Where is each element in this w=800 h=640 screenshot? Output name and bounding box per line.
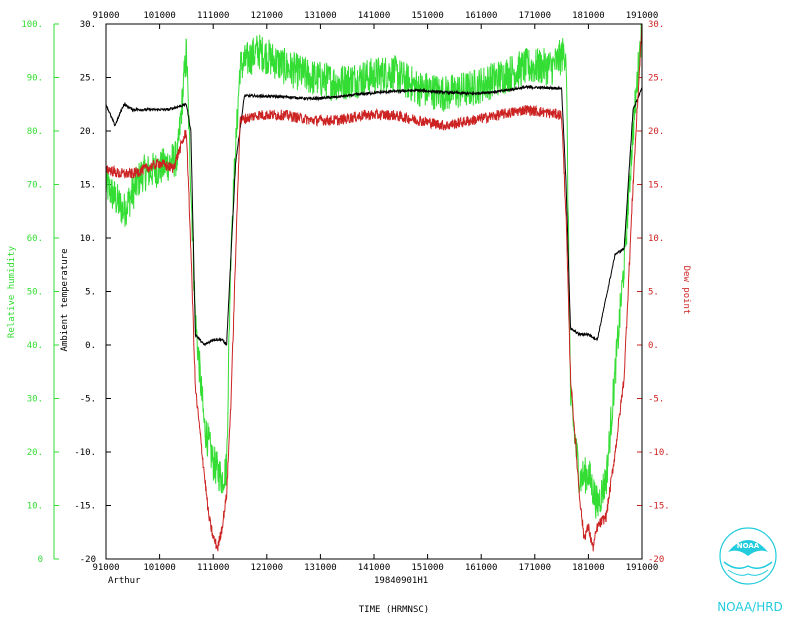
dew-tick-label: 20. (648, 127, 664, 137)
rh-tick-label: 90. (27, 74, 43, 84)
x-tick-label: 171000 (519, 563, 552, 573)
x-tick-label: 101000 (143, 563, 176, 573)
x-tick-label-top: 101000 (143, 11, 176, 21)
series-line-dew (105, 23, 643, 552)
x-axis-label: TIME (HRMNSC) (359, 605, 429, 615)
x-tick-label-top: 141000 (358, 11, 391, 21)
plot-frame (105, 23, 643, 560)
temp-tick-label: -10. (74, 448, 96, 458)
x-tick-label: 161000 (465, 563, 498, 573)
noaa-logo-icon: NOAA (719, 527, 777, 585)
temp-tick-label: 10. (80, 234, 96, 244)
temp-axis-label: Ambient temperature (60, 249, 70, 352)
dew-tick-label: -20 (648, 555, 664, 565)
x-tick-label: 141000 (358, 563, 391, 573)
dew-tick-label: 10. (648, 234, 664, 244)
rh-tick-label: 100. (21, 20, 43, 30)
dew-tick-label: -15. (648, 502, 670, 512)
rh-tick-label: 10. (27, 502, 43, 512)
dew-tick-label: 25. (648, 74, 664, 84)
rh-tick-label: 20. (27, 448, 43, 458)
rh-tick-label: 80. (27, 127, 43, 137)
rh-tick-label: 30. (27, 395, 43, 405)
series-line-rh (105, 23, 643, 519)
rh-tick-label: 70. (27, 181, 43, 191)
ticks-layer: 91000 91000 101000 101000 111000 111000 121000… (21, 11, 669, 573)
x-tick-label: 151000 (411, 563, 444, 573)
x-tick-label-top: 131000 (304, 11, 337, 21)
temp-tick-label: 30. (80, 20, 96, 30)
temp-tick-label: 15. (80, 181, 96, 191)
series-layer (105, 23, 643, 552)
dew-tick-label: 30. (648, 20, 664, 30)
temp-tick-label: -20 (80, 555, 96, 565)
x-tick-label-top: 151000 (411, 11, 444, 21)
dew-tick-label: -10. (648, 448, 670, 458)
temp-tick-label: 5. (85, 288, 96, 298)
dew-tick-label: 15. (648, 181, 664, 191)
rh-tick-label: 50. (27, 288, 43, 298)
x-tick-label-top: 191000 (626, 11, 659, 21)
x-tick-label-top: 91000 (92, 11, 119, 21)
temp-tick-label: -15. (74, 502, 96, 512)
temp-tick-label: 20. (80, 127, 96, 137)
dew-tick-label: 5. (648, 288, 659, 298)
temp-tick-label: 0. (85, 341, 96, 351)
x-tick-label: 181000 (572, 563, 605, 573)
dew-tick-label: 0. (648, 341, 659, 351)
x-tick-label-top: 121000 (251, 11, 284, 21)
x-tick-label: 121000 (251, 563, 284, 573)
x-tick-label: 111000 (197, 563, 230, 573)
x-tick-label-top: 171000 (519, 11, 552, 21)
dew-tick-label: -5. (648, 395, 664, 405)
org-label: NOAA/HRD (717, 600, 783, 614)
x-tick-label: 91000 (92, 563, 119, 573)
rh-tick-label: 60. (27, 234, 43, 244)
x-tick-label-top: 111000 (197, 11, 230, 21)
flight-id: 19840901H1 (374, 576, 428, 586)
temp-tick-label: -5. (80, 395, 96, 405)
temp-tick-label: 25. (80, 74, 96, 84)
x-tick-label-top: 161000 (465, 11, 498, 21)
storm-name: Arthur (108, 576, 141, 586)
rh-axis-label: Relative humidity (7, 245, 17, 338)
rh-tick-label: 40. (27, 341, 43, 351)
dew-axis-label: Dew point (681, 266, 691, 315)
x-tick-label: 191000 (626, 563, 659, 573)
rh-tick-label: 0 (38, 555, 43, 565)
noaa-logo-text: NOAA (737, 542, 760, 550)
series-line-temp (105, 84, 643, 347)
x-tick-label-top: 181000 (572, 11, 605, 21)
x-tick-label: 131000 (304, 563, 337, 573)
